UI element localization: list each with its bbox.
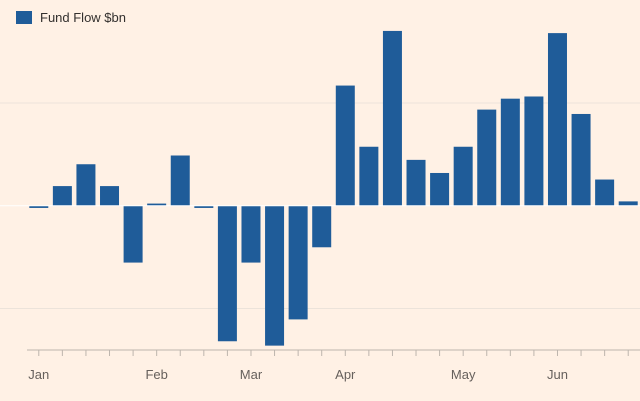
bar-week-25 — [595, 179, 615, 206]
bar-week-4 — [100, 186, 120, 206]
bar-week-20 — [477, 109, 497, 206]
bar-week-7 — [170, 155, 190, 206]
bar-week-13 — [312, 205, 332, 248]
bar-week-10 — [241, 205, 261, 263]
bar-week-16 — [382, 30, 402, 206]
legend-swatch — [16, 11, 32, 24]
x-tick-label-may: May — [451, 367, 476, 382]
bar-week-18 — [430, 172, 450, 206]
bar-week-11 — [265, 205, 285, 346]
x-tick-label-jan: Jan — [28, 367, 49, 382]
bar-week-3 — [76, 164, 96, 206]
bar-week-8 — [194, 205, 214, 208]
bar-week-14 — [335, 85, 355, 206]
bar-week-12 — [288, 205, 308, 320]
bar-week-9 — [217, 205, 237, 342]
bar-week-6 — [147, 203, 167, 206]
bar-week-23 — [547, 33, 567, 206]
x-tick-label-feb: Feb — [145, 367, 167, 382]
bar-week-21 — [500, 98, 520, 206]
bar-week-15 — [359, 146, 379, 206]
bar-week-1 — [29, 205, 49, 208]
bar-week-17 — [406, 159, 426, 206]
bar-week-19 — [453, 146, 473, 206]
bar-week-22 — [524, 96, 544, 206]
legend-label: Fund Flow $bn — [40, 10, 126, 25]
x-tick-label-mar: Mar — [240, 367, 263, 382]
x-tick-label-jun: Jun — [547, 367, 568, 382]
bar-week-26 — [618, 201, 638, 206]
bar-week-2 — [52, 186, 72, 206]
chart-legend: Fund Flow $bn — [16, 10, 126, 25]
bar-week-24 — [571, 113, 591, 206]
x-tick-label-apr: Apr — [335, 367, 356, 382]
bar-week-5 — [123, 205, 143, 263]
